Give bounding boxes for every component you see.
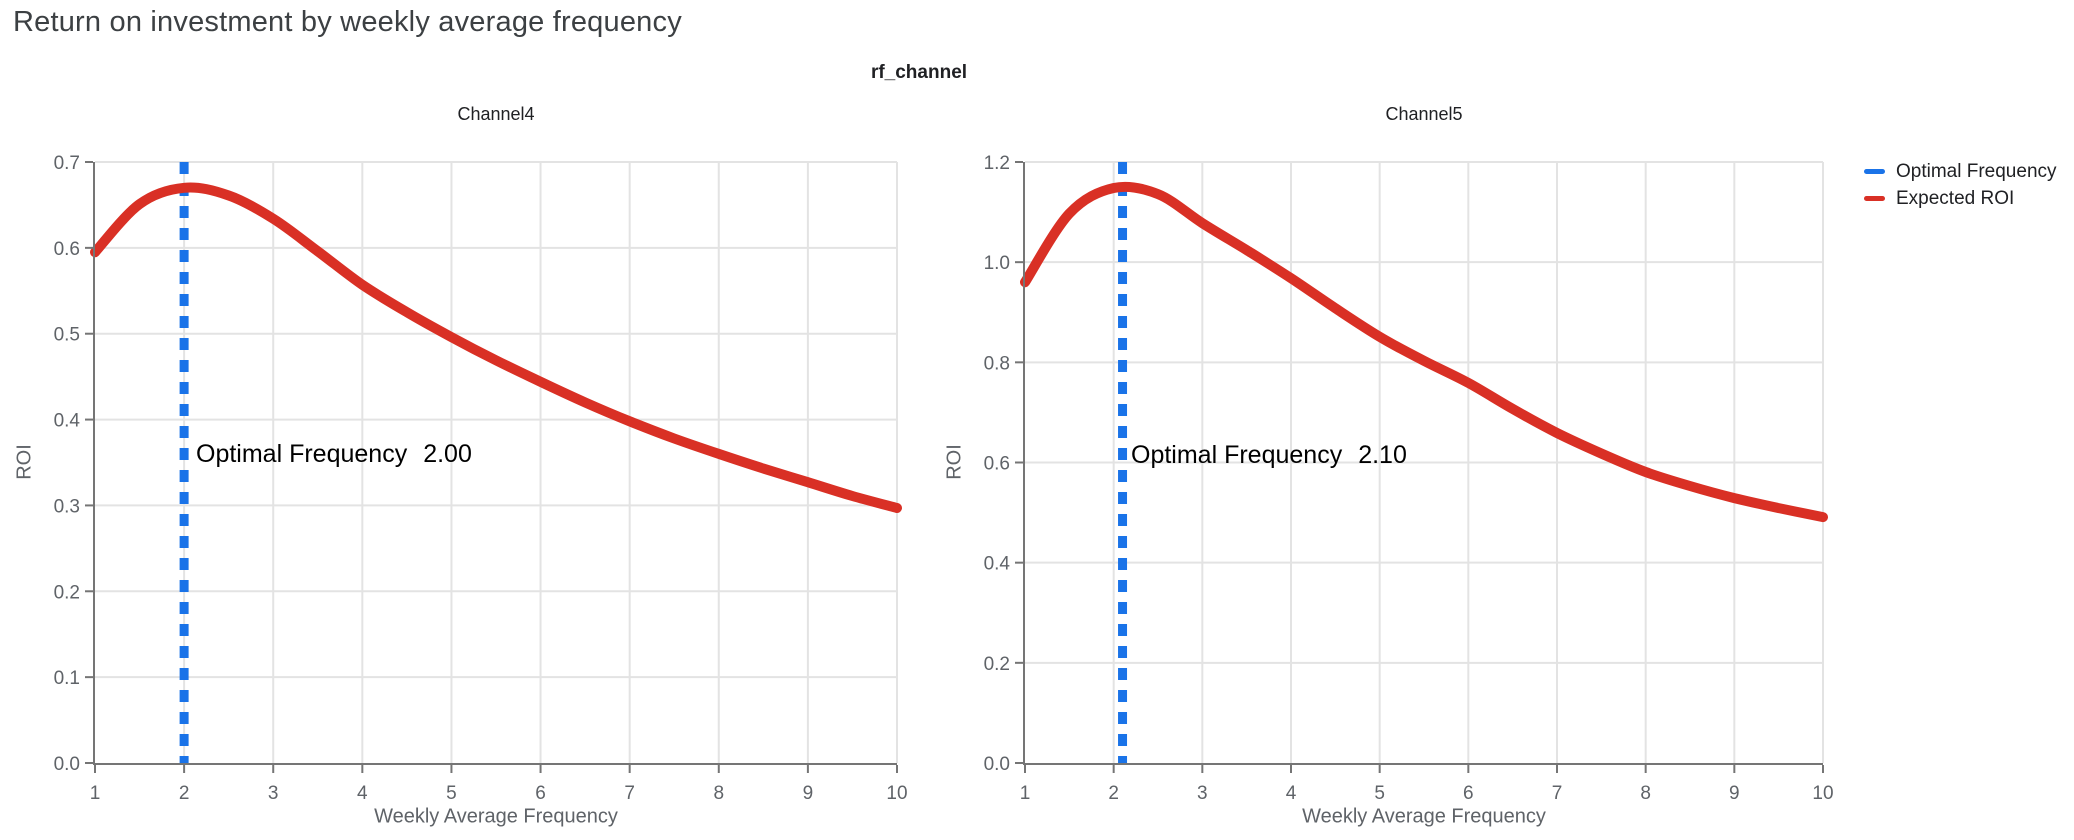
x-tick-label: 3	[1197, 783, 1208, 804]
y-tick-label: 0.4	[984, 554, 1011, 575]
y-tick-label: 0.7	[54, 153, 80, 174]
x-tick-label: 9	[803, 783, 814, 804]
y-tick-label: 0.0	[54, 754, 80, 775]
facet-variable-label: rf_channel	[870, 62, 968, 83]
x-tick-label: 1	[90, 783, 101, 804]
y-tick-label: 0.2	[984, 654, 1010, 675]
x-tick-label: 1	[1020, 783, 1031, 804]
x-tick-label: 8	[1640, 783, 1651, 804]
legend-item-optimal-frequency[interactable]: Optimal Frequency	[1864, 158, 2057, 185]
annotation-label: Optimal Frequency	[1131, 441, 1343, 469]
x-tick-label: 2	[1108, 783, 1119, 804]
y-tick-label: 0.0	[984, 754, 1010, 775]
y-tick-label: 1.0	[984, 253, 1010, 274]
y-tick-label: 0.8	[984, 353, 1010, 374]
optimal-frequency-line-swatch	[1864, 169, 1885, 174]
y-axis-title-channel4: ROI	[13, 444, 36, 480]
x-tick-label: 7	[624, 783, 635, 804]
expected-roi-curve	[90, 182, 902, 513]
x-tick-label: 5	[1374, 783, 1385, 804]
annotation-value: 2.00	[423, 440, 472, 468]
x-tick-label: 9	[1729, 783, 1740, 804]
x-tick-label: 4	[357, 783, 368, 804]
legend-label: Optimal Frequency	[1896, 160, 2057, 182]
channel5-plot-area: 1 2 3 4 5 6 7 8 9 10 0.0 0.2 0.4 0.6 0.8 1.0 1.2	[984, 153, 1834, 804]
y-tick-label: 0.6	[984, 454, 1010, 475]
expected-roi-curve	[1020, 181, 1828, 523]
channel4-plot-area: 1 2 3 4 5 6 7 8 9 10 0.0 0.1 0.2 0.3 0.4 0.5 0.6 0.7	[54, 153, 908, 804]
page-title: Return on investment by weekly average f…	[13, 6, 682, 38]
y-tick-label: 1.2	[984, 153, 1010, 174]
x-tick-label: 10	[886, 783, 907, 804]
x-tick-label: 6	[535, 783, 546, 804]
x-tick-label: 2	[179, 783, 190, 804]
legend-label: Expected ROI	[1896, 187, 2015, 209]
subplot-title-channel4: Channel4	[457, 104, 535, 124]
x-tick-label: 5	[446, 783, 457, 804]
annotation-label: Optimal Frequency	[196, 440, 408, 468]
y-tick-label: 0.6	[54, 239, 80, 260]
expected-roi-line-swatch	[1864, 196, 1885, 201]
x-axis-title-channel5: Weekly Average Frequency	[1302, 805, 1546, 828]
y-axis-title-channel5: ROI	[943, 444, 966, 480]
optimal-frequency-annotation-channel4: Optimal Frequency 2.00	[196, 440, 472, 469]
x-tick-label: 6	[1463, 783, 1474, 804]
x-tick-label: 3	[268, 783, 279, 804]
y-tick-label: 0.2	[54, 582, 80, 603]
optimal-frequency-annotation-channel5: Optimal Frequency 2.10	[1131, 441, 1407, 470]
y-tick-label: 0.5	[54, 325, 80, 346]
y-tick-label: 0.3	[54, 496, 80, 517]
subplot-title-channel5: Channel5	[1385, 104, 1463, 124]
x-tick-label: 10	[1812, 783, 1833, 804]
x-tick-label: 4	[1286, 783, 1297, 804]
annotation-value: 2.10	[1358, 441, 1407, 469]
x-tick-label: 7	[1552, 783, 1563, 804]
x-axis-title-channel4: Weekly Average Frequency	[374, 805, 618, 828]
legend: Optimal Frequency Expected ROI	[1864, 158, 2057, 212]
y-tick-label: 0.4	[54, 411, 81, 432]
x-tick-label: 8	[713, 783, 724, 804]
legend-item-expected-roi[interactable]: Expected ROI	[1864, 185, 2057, 212]
y-tick-label: 0.1	[54, 668, 80, 689]
